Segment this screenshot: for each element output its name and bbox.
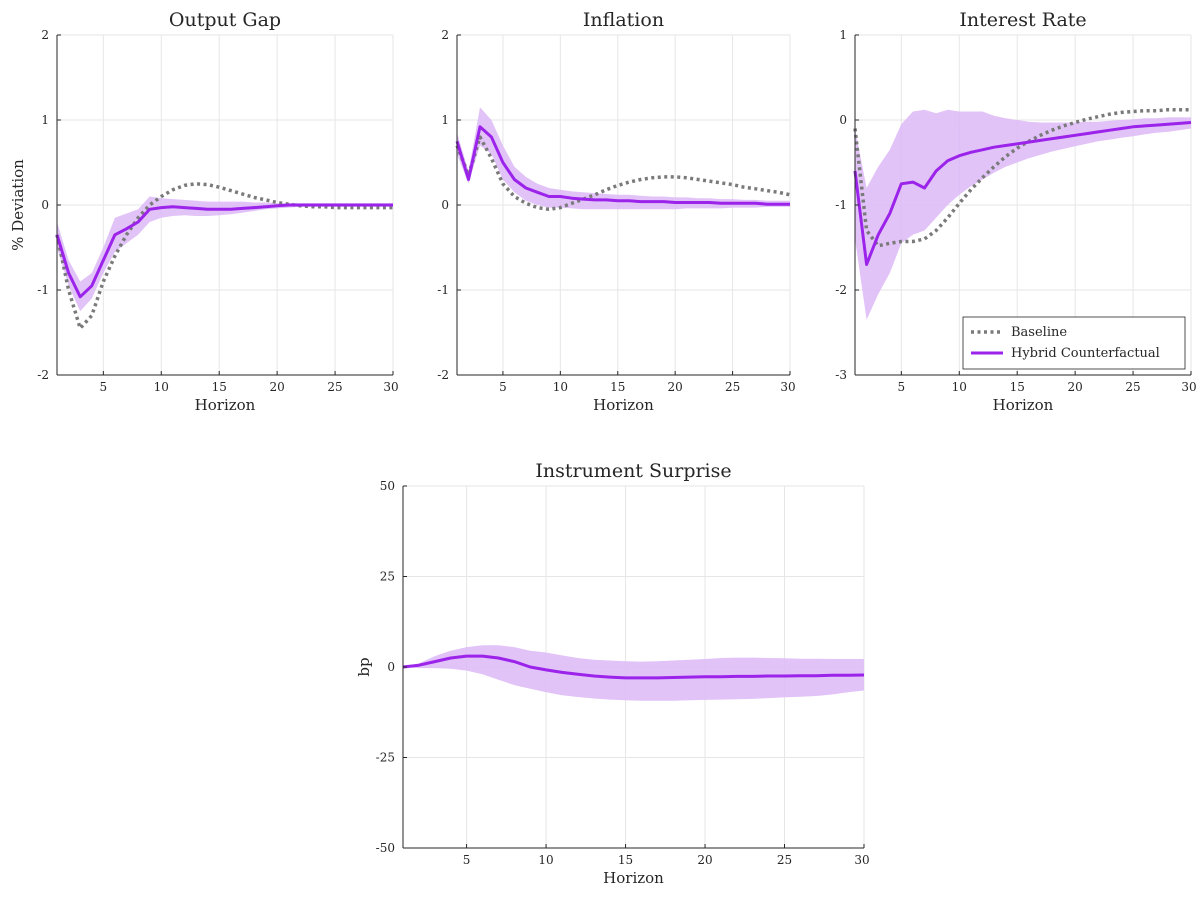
y-tick-label: 2 [41, 28, 49, 42]
chart-title: Instrument Surprise [535, 460, 731, 482]
y-axis-label: % Deviation [9, 159, 27, 251]
legend-box [962, 316, 1186, 370]
y-tick-label: 25 [380, 570, 395, 584]
panel-3: 5 10 15 20 25 30 -3 -2 -1 0 1 Interest Rate Horizon B… [835, 9, 1196, 414]
y-axis-label: bp [355, 657, 373, 676]
hybrid-line [55, 203, 393, 299]
x-tick-label: 25 [1125, 380, 1140, 394]
y-tick-label: 0 [839, 113, 847, 127]
x-tick-label: 10 [952, 380, 967, 394]
y-tick-label: -1 [835, 198, 847, 212]
hybrid-line [402, 654, 865, 680]
x-axis-label: Horizon [593, 396, 654, 414]
confidence-band [855, 109, 1191, 320]
y-tick-label: 50 [380, 479, 395, 493]
baseline-line [853, 108, 1191, 248]
x-tick-label: 5 [463, 853, 471, 867]
legend: Baseline Hybrid Counterfactual [962, 316, 1186, 370]
x-tick-label: 20 [668, 380, 683, 394]
y-tick-label: 0 [41, 198, 49, 212]
confidence-band [457, 107, 790, 210]
y-tick-label: 1 [839, 28, 847, 42]
hybrid-line [455, 125, 790, 206]
x-axis-label: Horizon [993, 396, 1054, 414]
y-tick-label: -50 [376, 841, 395, 855]
x-tick-label: 10 [538, 853, 553, 867]
y-tick-label: -2 [835, 283, 847, 297]
hybrid-line [853, 121, 1192, 266]
panel-1: 5 10 15 20 25 30 -2 -1 0 1 2 Output Gap Horizon % Dev… [9, 9, 399, 414]
x-tick-label: 20 [1067, 380, 1082, 394]
panel-4: 5 10 15 20 25 30 -50 -25 0 25 50 Instrument Surpris… [355, 460, 870, 887]
x-tick-label: 10 [553, 380, 568, 394]
baseline-line [455, 135, 791, 212]
x-tick-label: 30 [1181, 380, 1196, 394]
x-tick-label: 15 [1010, 380, 1025, 394]
chart-title: Inflation [583, 9, 664, 31]
x-tick-label: 30 [854, 853, 869, 867]
x-axis-label: Horizon [195, 396, 256, 414]
x-tick-label: 25 [725, 380, 740, 394]
confidence-band [57, 196, 393, 312]
x-tick-label: 20 [269, 380, 284, 394]
y-tick-label: -3 [835, 368, 847, 382]
chart-title: Output Gap [169, 9, 281, 31]
x-tick-label: 15 [212, 380, 227, 394]
y-tick-label: 0 [441, 198, 449, 212]
x-axis-label: Horizon [603, 869, 664, 887]
y-tick-label: -1 [37, 283, 49, 297]
y-tick-label: 1 [441, 113, 449, 127]
x-tick-label: 25 [327, 380, 342, 394]
y-tick-label: -2 [437, 368, 449, 382]
panel-2: 5 10 15 20 25 30 -2 -1 0 1 2 Inflation Horizon [437, 9, 795, 414]
x-tick-label: 25 [777, 853, 792, 867]
x-tick-label: 15 [618, 853, 633, 867]
x-tick-label: 5 [898, 380, 906, 394]
x-tick-label: 5 [100, 380, 108, 394]
x-tick-label: 5 [499, 380, 507, 394]
x-tick-label: 15 [610, 380, 625, 394]
y-tick-label: 1 [41, 113, 49, 127]
x-tick-label: 10 [154, 380, 169, 394]
y-tick-label: -2 [37, 368, 49, 382]
legend-label-hybrid: Hybrid Counterfactual [1011, 346, 1160, 361]
x-tick-label: 20 [697, 853, 712, 867]
legend-label-baseline: Baseline [1011, 325, 1067, 340]
y-tick-label: -1 [437, 283, 449, 297]
confidence-band [403, 645, 864, 701]
x-tick-label: 30 [780, 380, 795, 394]
x-tick-label: 30 [383, 380, 398, 394]
chart-title: Interest Rate [959, 9, 1086, 31]
y-tick-label: 2 [441, 28, 449, 42]
baseline-line [55, 182, 393, 331]
y-tick-label: 0 [387, 660, 395, 674]
y-tick-label: -25 [376, 751, 395, 765]
